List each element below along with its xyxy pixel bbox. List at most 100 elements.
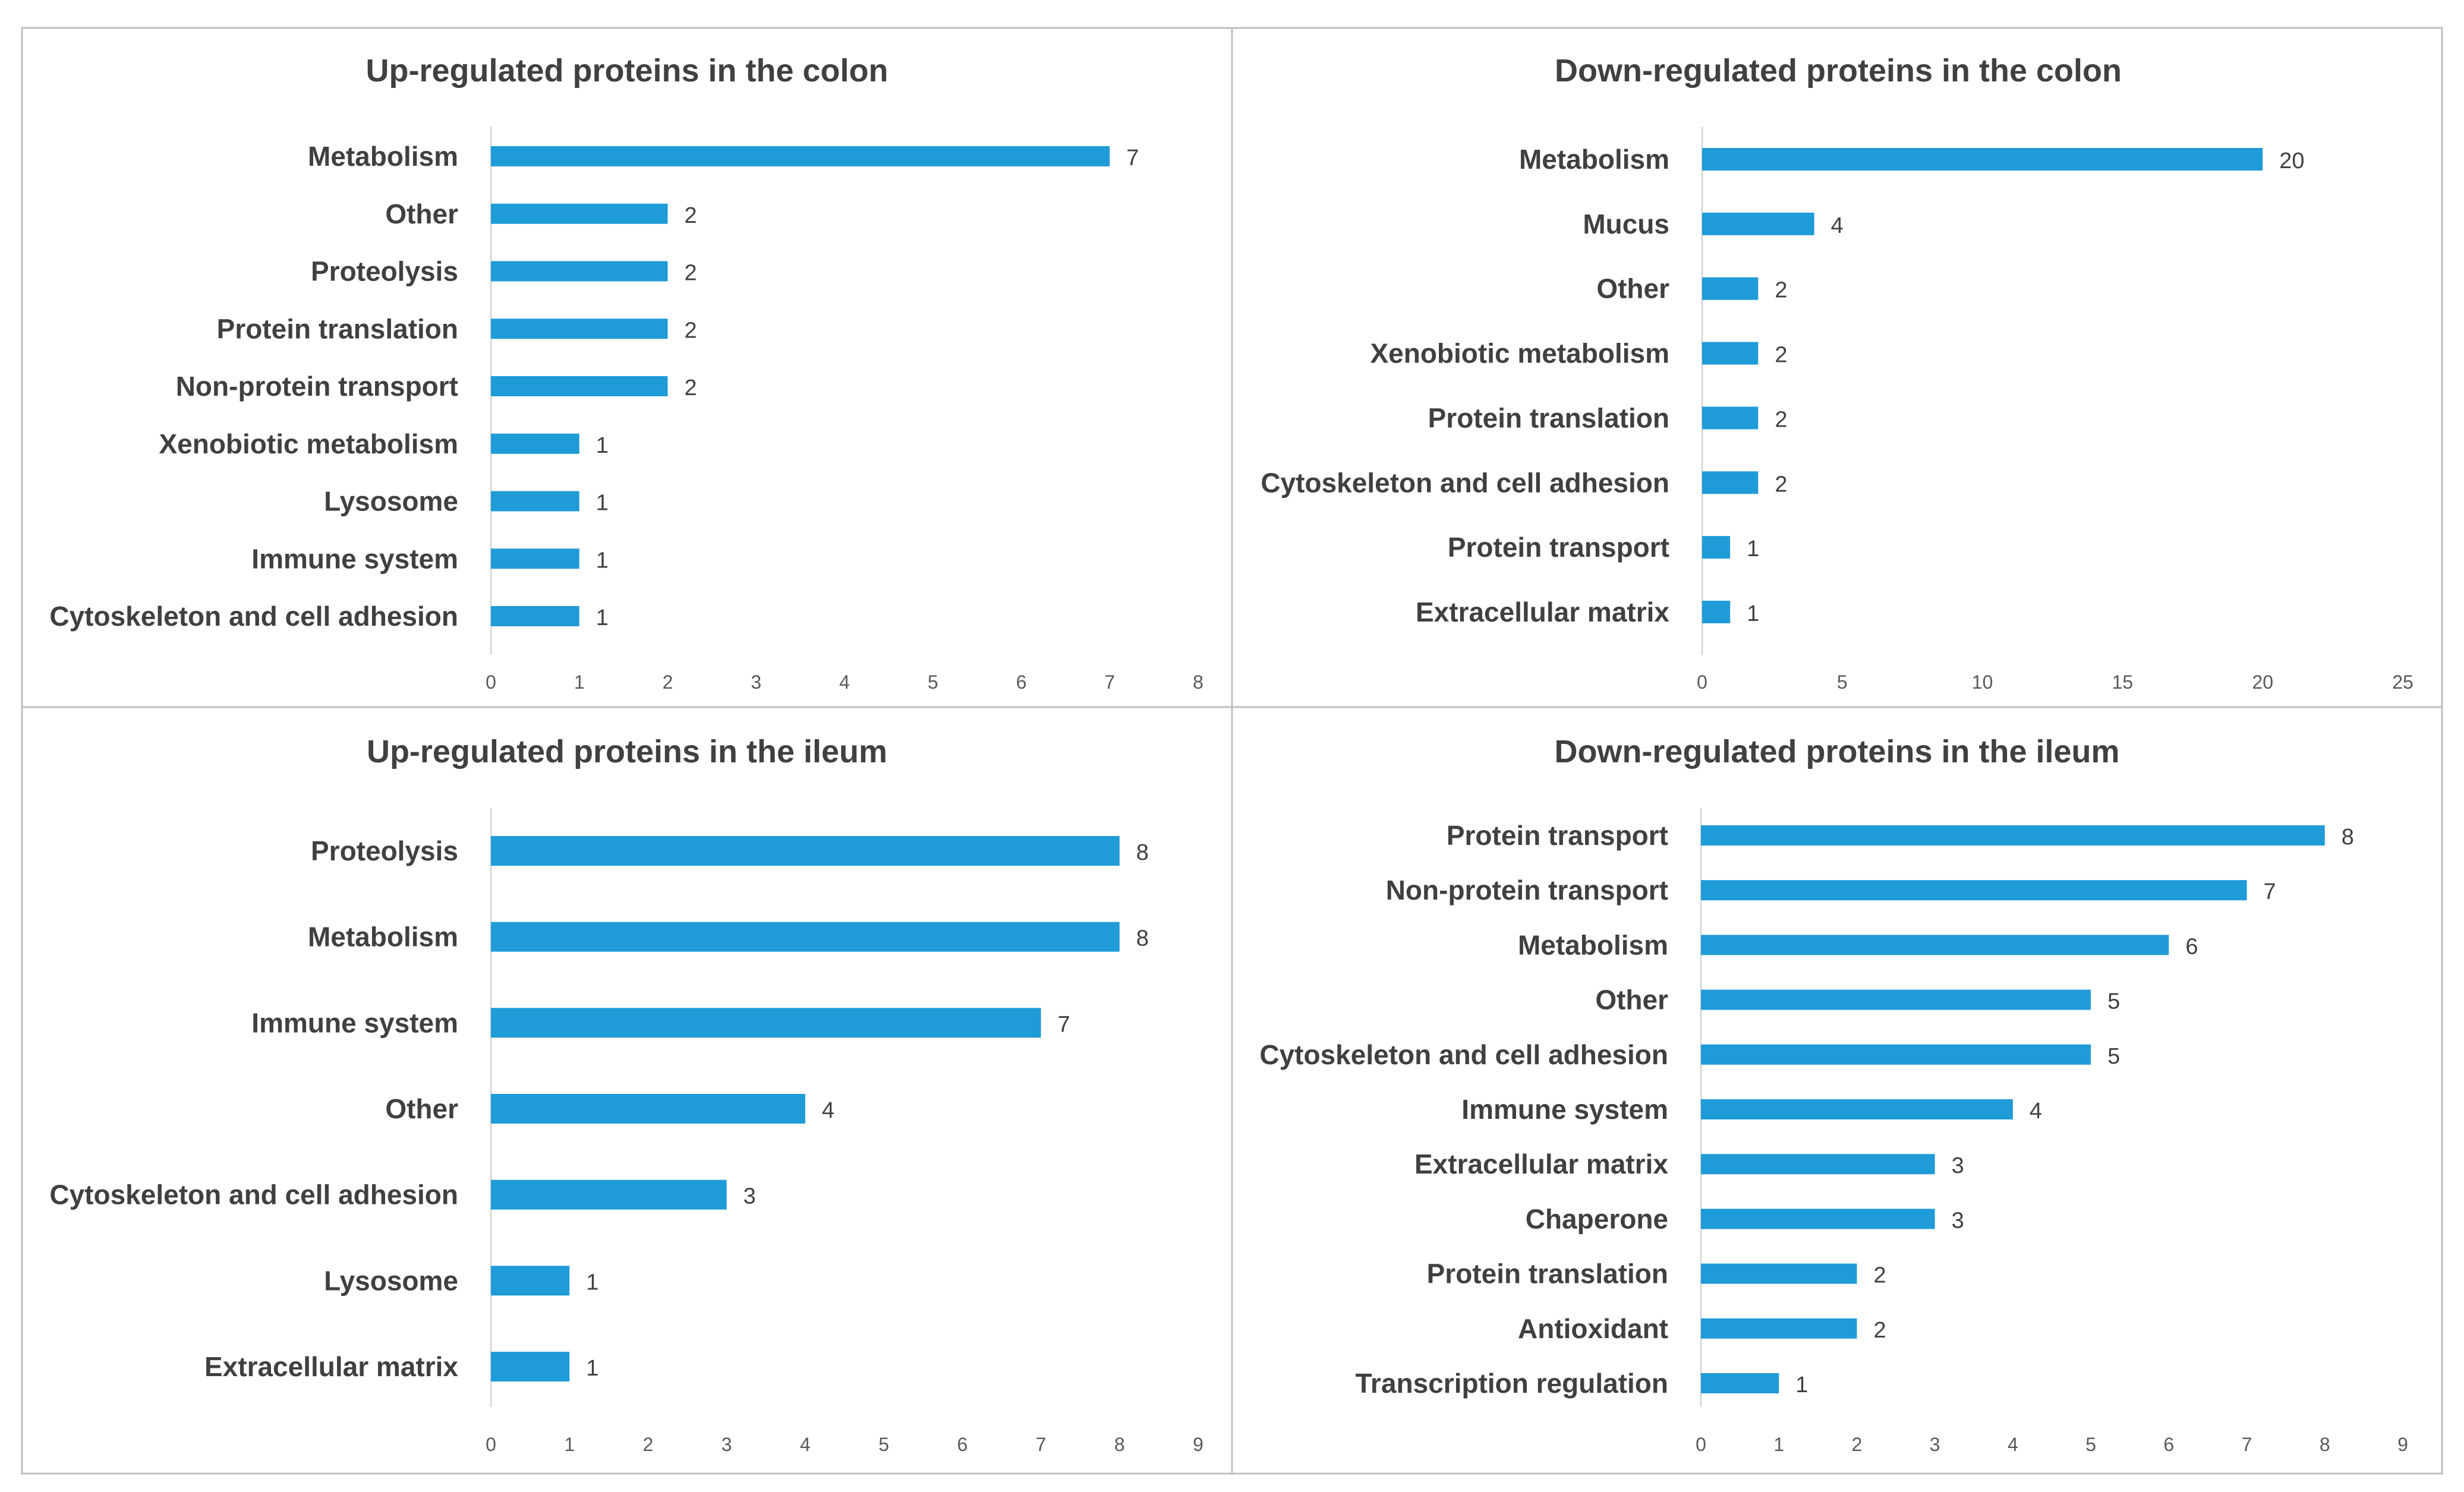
tick-label: 9 <box>2397 1434 2408 1455</box>
tick-label: 3 <box>1930 1434 1940 1455</box>
bar <box>1701 1209 1935 1229</box>
category-label: Protein translation <box>1427 1258 1668 1289</box>
chart-title: Down-regulated proteins in the ileum <box>1554 734 2119 769</box>
tick-label: 15 <box>2112 671 2134 693</box>
data-label: 7 <box>2264 879 2276 904</box>
bar <box>1702 601 1731 623</box>
tick-label: 3 <box>721 1434 732 1455</box>
bar <box>1701 1373 1779 1393</box>
bar <box>1702 536 1731 559</box>
category-label: Cytoskeleton and cell adhesion <box>49 1179 458 1210</box>
bar <box>1702 148 2263 171</box>
category-label: Metabolism <box>308 141 458 172</box>
tick-label: 5 <box>2085 1434 2096 1455</box>
bar <box>491 548 579 569</box>
data-label: 1 <box>596 605 609 630</box>
bar <box>491 1352 570 1381</box>
bar <box>1702 471 1759 494</box>
tick-label: 2 <box>663 671 673 693</box>
data-label: 5 <box>2107 989 2120 1014</box>
bar <box>1701 935 2169 955</box>
data-labels: 7 2 2 2 2 1 1 1 1 <box>596 146 1139 630</box>
data-label: 1 <box>596 548 609 573</box>
data-label: 2 <box>1873 1318 1886 1343</box>
category-label: Other <box>385 1093 458 1124</box>
tick-label: 5 <box>928 671 938 693</box>
data-label: 3 <box>743 1184 756 1209</box>
bar <box>1702 342 1759 365</box>
data-label: 1 <box>596 491 609 516</box>
data-label: 2 <box>685 261 697 286</box>
data-label: 2 <box>685 318 697 343</box>
data-labels: 8 8 7 4 3 1 1 <box>586 840 1149 1381</box>
bar <box>1702 212 1814 235</box>
tick-label: 4 <box>2008 1434 2018 1455</box>
category-labels: Metabolism Other Proteolysis Protein transl… <box>49 141 458 632</box>
bar <box>491 318 668 339</box>
tick-label: 0 <box>486 1434 496 1455</box>
bar-marks <box>491 836 1120 1381</box>
tick-label: 8 <box>2320 1434 2330 1455</box>
bar <box>491 491 579 512</box>
tick-label: 1 <box>1773 1434 1784 1455</box>
data-label: 4 <box>822 1098 834 1123</box>
bar <box>1701 989 2091 1010</box>
category-label: Extracellular matrix <box>1416 597 1669 627</box>
tick-label: 7 <box>1036 1434 1047 1455</box>
data-label: 1 <box>1747 537 1759 562</box>
category-label: Protein transport <box>1447 820 1668 851</box>
category-label: Cytoskeleton and cell adhesion <box>1261 467 1669 498</box>
x-axis-ticks: 0 1 2 3 4 5 6 7 8 9 <box>1696 1434 2408 1455</box>
tick-label: 7 <box>1104 671 1115 693</box>
tick-label: 8 <box>1114 1434 1125 1455</box>
bar <box>1701 1154 1935 1175</box>
panel-down-colon: Down-regulated proteins in the colon Met… <box>1231 27 2443 708</box>
panel-up-colon: Up-regulated proteins in the colon Metab… <box>21 27 1233 708</box>
bar <box>491 203 668 224</box>
tick-label: 2 <box>1852 1434 1863 1455</box>
category-label: Extracellular matrix <box>1414 1149 1668 1179</box>
data-label: 1 <box>1795 1373 1808 1398</box>
tick-label: 5 <box>878 1434 889 1455</box>
chart-title: Up-regulated proteins in the colon <box>365 53 888 89</box>
bar <box>491 1094 805 1124</box>
data-label: 1 <box>586 1356 598 1381</box>
category-label: Cytoskeleton and cell adhesion <box>1259 1039 1668 1070</box>
tick-label: 6 <box>2163 1434 2174 1455</box>
data-label: 7 <box>1126 146 1139 171</box>
data-label: 3 <box>1952 1208 1964 1233</box>
bar <box>491 1266 570 1296</box>
category-label: Other <box>1596 273 1669 304</box>
category-label: Protein translation <box>1428 402 1669 433</box>
category-label: Cytoskeleton and cell adhesion <box>49 601 458 632</box>
category-label: Other <box>1595 985 1668 1015</box>
category-label: Xenobiotic metabolism <box>159 428 458 459</box>
tick-label: 0 <box>1696 1434 1706 1455</box>
tick-label: 1 <box>574 671 585 693</box>
bar <box>1701 1263 1857 1284</box>
tick-label: 1 <box>564 1434 575 1455</box>
data-label: 6 <box>2185 934 2198 959</box>
bar <box>1701 880 2247 901</box>
bar <box>491 146 1110 166</box>
tick-label: 6 <box>957 1434 968 1455</box>
x-axis-ticks: 0 5 10 15 20 25 <box>1697 671 2413 693</box>
category-label: Protein translation <box>217 313 458 344</box>
tick-label: 6 <box>1016 671 1027 693</box>
bar <box>1701 825 2325 846</box>
category-label: Chaperone <box>1526 1203 1668 1234</box>
bar <box>1701 1318 1857 1339</box>
category-labels: Proteolysis Metabolism Immune system Other C… <box>49 835 458 1382</box>
tick-label: 20 <box>2252 671 2273 693</box>
data-labels: 20 4 2 2 2 2 1 1 <box>1747 149 2304 626</box>
category-label: Immune system <box>251 543 458 574</box>
category-label: Transcription regulation <box>1355 1368 1668 1399</box>
tick-label: 10 <box>1972 671 1993 693</box>
data-label: 2 <box>685 376 697 400</box>
data-label: 3 <box>1952 1153 1964 1178</box>
data-label: 2 <box>1775 278 1787 303</box>
tick-label: 3 <box>751 671 761 693</box>
category-labels: Protein transport Non-protein transport Me… <box>1259 820 1668 1399</box>
bar <box>491 376 668 396</box>
bar <box>1701 1099 2013 1119</box>
